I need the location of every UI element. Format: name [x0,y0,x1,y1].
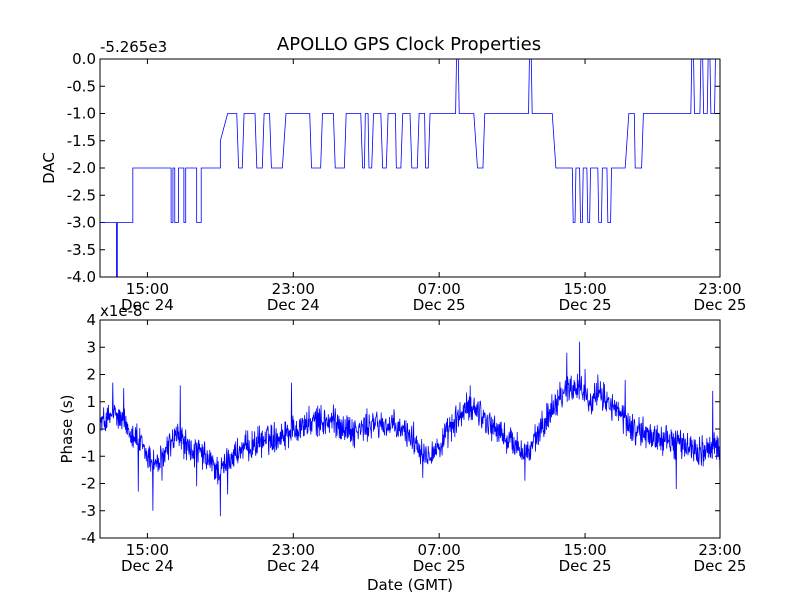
y-tick-label: 0.0 [72,50,96,68]
y-tick-label: -3.0 [67,214,96,232]
phase-y-ticks: 4 3 2 1 0 -1 -2 -3 -4 [81,311,720,547]
x-tick-date-label: Dec 24 [121,296,174,314]
x-tick-date-label: Dec 25 [413,296,466,314]
chart-title: APOLLO GPS Clock Properties [277,34,541,55]
y-tick-label: 1 [86,393,96,411]
phase-series-line [99,341,721,517]
y-tick-label: -4.0 [67,268,96,286]
phase-offset-text: x1e-8 [100,302,143,320]
y-tick-label: -1.0 [67,105,96,123]
x-tick-time-label: 07:00 [418,541,461,559]
x-tick-time-label: 23:00 [272,280,315,298]
x-tick-date-label: Dec 24 [267,296,320,314]
y-tick-label: -2 [81,475,96,493]
dac-y-axis-label: DAC [40,152,58,184]
x-axis-label: Date (GMT) [367,576,453,594]
y-tick-label: -2.0 [67,159,96,177]
x-tick-time-label: 23:00 [698,541,741,559]
x-tick-time-label: 23:00 [698,280,741,298]
y-tick-label: -2.5 [67,186,96,204]
dac-axes-frame [99,58,721,278]
x-tick-date-label: Dec 25 [694,557,747,575]
y-tick-label: 4 [86,311,96,329]
y-tick-label: -1 [81,447,96,465]
y-tick-label: 3 [86,338,96,356]
x-tick-time-label: 15:00 [126,541,169,559]
x-tick-time-label: 15:00 [563,280,606,298]
x-tick-time-label: 15:00 [563,541,606,559]
dac-y-ticks: 0.0 -0.5 -1.0 -1.5 -2.0 -2.5 -3.0 -3.5 -4.0 [67,50,720,286]
x-tick-time-label: 15:00 [126,280,169,298]
x-tick-date-label: Dec 24 [121,557,174,575]
phase-axes-frame [99,319,721,539]
y-tick-label: -3.5 [67,241,96,259]
dac-offset-text: -5.265e3 [100,38,167,56]
y-tick-label: 2 [86,366,96,384]
x-tick-date-label: Dec 24 [267,557,320,575]
dac-panel: -5.265e3 0.0 -0.5 -1.0 -1.5 -2.0 -2.5 -3.0 -3.5… [40,38,746,314]
y-tick-label: -3 [81,502,96,520]
x-tick-time-label: 07:00 [418,280,461,298]
y-tick-label: -4 [81,529,96,547]
y-tick-label: -1.5 [67,132,96,150]
x-tick-date-label: Dec 25 [694,296,747,314]
phase-y-axis-label: Phase (s) [58,394,76,463]
x-tick-date-label: Dec 25 [559,557,612,575]
y-tick-label: 0 [86,420,96,438]
dac-series-line [100,58,720,278]
x-tick-date-label: Dec 25 [559,296,612,314]
x-tick-time-label: 23:00 [272,541,315,559]
y-tick-label: -0.5 [67,77,96,95]
x-tick-date-label: Dec 25 [413,557,466,575]
